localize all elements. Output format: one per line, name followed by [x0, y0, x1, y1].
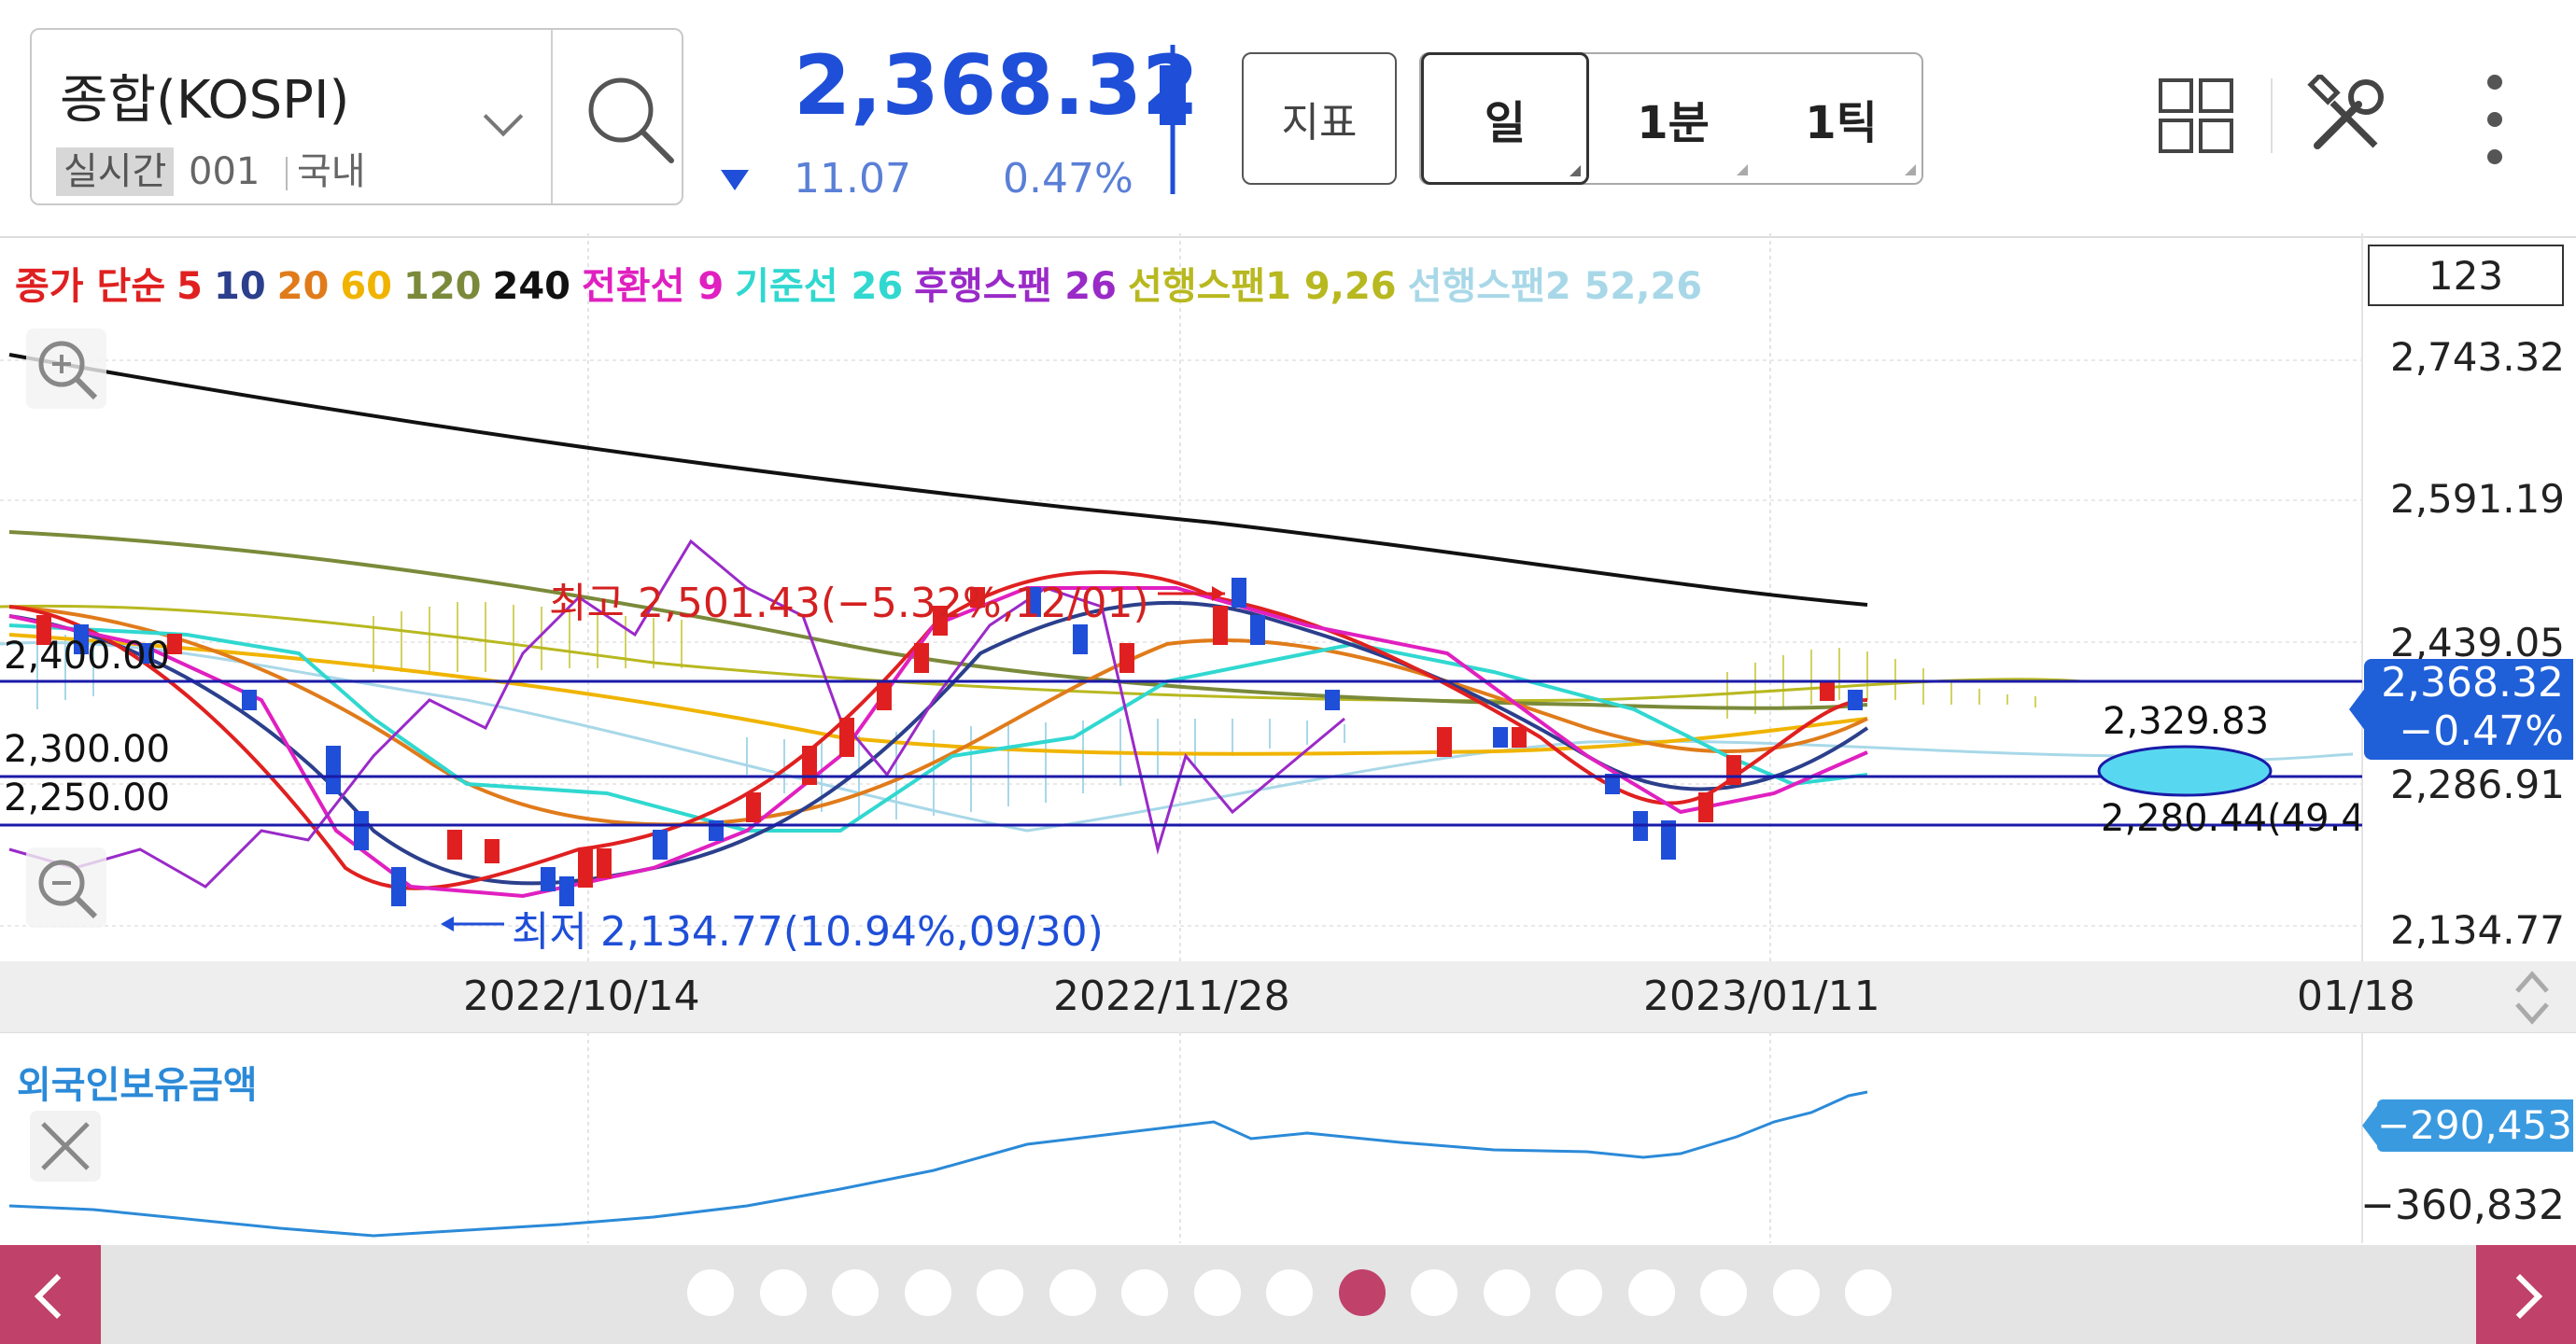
- level-label: 2,300.00: [4, 728, 171, 771]
- page-dot[interactable]: [1339, 1269, 1386, 1316]
- market-label: 국내: [297, 150, 366, 193]
- page-dot[interactable]: [1845, 1269, 1892, 1316]
- tab-1min[interactable]: 1분: [1589, 54, 1757, 183]
- y-tick-label: 2,439.05: [2389, 620, 2565, 665]
- current-price: 2,368.32: [794, 37, 1200, 133]
- close-icon[interactable]: [30, 1111, 101, 1182]
- badge-change: −0.47%: [2399, 707, 2564, 755]
- symbol-name: 종합(KOSPI): [60, 70, 350, 131]
- legend-item: 20: [276, 265, 330, 308]
- chevron-left-icon: [34, 1273, 80, 1320]
- legend-item: 5: [176, 265, 203, 308]
- current-price-badge: 2,368.32 −0.47%: [2364, 659, 2573, 760]
- legend-item: 240: [492, 265, 571, 308]
- tab-label: 1틱: [1805, 97, 1878, 149]
- legend-item: 종가 단순: [15, 265, 166, 308]
- period-tabs: 일 1분 1틱: [1419, 52, 1923, 185]
- page-dot[interactable]: [1700, 1269, 1747, 1316]
- badge-price: 2,368.32: [2381, 659, 2564, 707]
- search-icon[interactable]: [578, 67, 681, 170]
- corner-icon: [1570, 165, 1581, 176]
- y-tick-label: 2,591.19: [2389, 476, 2565, 522]
- page-dot[interactable]: [687, 1269, 734, 1316]
- legend-item: 선행스팬2 52,26: [1407, 265, 1703, 308]
- x-tick-label: 2022/11/28: [1053, 973, 1290, 1020]
- symbol-selector[interactable]: 종합(KOSPI) 실시간 001 국내: [30, 28, 683, 205]
- zoom-out-icon[interactable]: [26, 847, 106, 928]
- legend-item: 10: [213, 265, 266, 308]
- level-label: 2,400.00: [4, 635, 171, 678]
- divider: [551, 30, 553, 203]
- legend-item: 기준선 26: [735, 265, 904, 308]
- page-dot[interactable]: [1266, 1269, 1313, 1316]
- badge-notch: [2349, 687, 2366, 732]
- tab-label: 1분: [1637, 97, 1710, 149]
- x-tick-label: 2023/01/11: [1643, 973, 1880, 1020]
- subchart-min-label: −360,832: [2360, 1182, 2565, 1229]
- page-dot[interactable]: [1628, 1269, 1675, 1316]
- scroll-updown-icon[interactable]: [2513, 967, 2551, 1029]
- tab-day[interactable]: 일: [1421, 52, 1589, 185]
- page-dot[interactable]: [1555, 1269, 1602, 1316]
- y-tick-label: 2,134.77: [2389, 907, 2565, 953]
- realtime-badge: 실시간: [56, 147, 175, 196]
- page-dot[interactable]: [1194, 1269, 1241, 1316]
- down-triangle-icon: [721, 170, 749, 190]
- badge-notch: [2362, 1103, 2379, 1148]
- zoom-in-icon[interactable]: [26, 329, 106, 409]
- legend-item: 60: [340, 265, 392, 308]
- page-dot[interactable]: [832, 1269, 879, 1316]
- change-amount: 11.07: [794, 155, 911, 203]
- indicator-legend[interactable]: 종가 단순 5 10 20 60 120 240 전환선 9 기준선 26 후행스팬 26 선행스팬…: [15, 256, 1713, 310]
- mini-candle-icon: [1160, 45, 1186, 194]
- x-axis[interactable]: 2022/10/14 2022/11/28 2023/01/11 01/18: [0, 961, 2576, 1032]
- corner-icon: [1905, 164, 1916, 175]
- page-dot[interactable]: [1484, 1269, 1530, 1316]
- candle-count-box[interactable]: 123: [2368, 245, 2564, 306]
- x-tick-label: 2022/10/14: [463, 973, 700, 1020]
- tab-1tick[interactable]: 1틱: [1757, 54, 1925, 183]
- subchart-title: 외국인보유금액: [17, 1064, 258, 1107]
- y-tick-label: 2,743.32: [2389, 334, 2565, 380]
- divider: [286, 157, 288, 190]
- page-dot[interactable]: [760, 1269, 807, 1316]
- layout-grid-icon[interactable]: [2159, 78, 2233, 153]
- tab-label: 일: [1484, 97, 1527, 149]
- legend-item: 선행스팬1 9,26: [1127, 265, 1397, 308]
- page-dot[interactable]: [1049, 1269, 1096, 1316]
- page-dot[interactable]: [1411, 1269, 1457, 1316]
- legend-item: 120: [403, 265, 482, 308]
- more-vertical-icon[interactable]: [2485, 73, 2504, 166]
- page-dot[interactable]: [1773, 1269, 1820, 1316]
- low-annotation: 최저 2,134.77(10.94%,09/30): [512, 908, 1104, 956]
- chevron-right-icon: [2497, 1273, 2543, 1320]
- prev-page-button[interactable]: [0, 1245, 101, 1344]
- change-percent: 0.47%: [1003, 155, 1133, 203]
- legend-item: 전환선 9: [582, 265, 725, 308]
- forecast-lower-label: 2,280.44(49.4: [2101, 797, 2358, 840]
- chevron-down-icon[interactable]: [483, 96, 524, 137]
- divider: [2271, 78, 2273, 153]
- y-tick-label: 2,286.91: [2389, 762, 2565, 807]
- page-dot[interactable]: [1121, 1269, 1168, 1316]
- indicator-button[interactable]: 지표: [1242, 52, 1397, 185]
- x-tick-label: 01/18: [2297, 973, 2415, 1020]
- corner-icon: [1737, 164, 1748, 175]
- subchart-last-value: −290,453: [2377, 1099, 2573, 1152]
- page-dot[interactable]: [905, 1269, 951, 1316]
- symbol-code: 001: [189, 150, 260, 193]
- page-dot[interactable]: [977, 1269, 1023, 1316]
- legend-item: 후행스팬 26: [914, 265, 1117, 308]
- forecast-upper-label: 2,329.83: [2103, 700, 2270, 743]
- level-label: 2,250.00: [4, 777, 171, 819]
- high-annotation: 최고 2,501.43(−5.32%,12/01): [549, 580, 1149, 627]
- tools-icon[interactable]: [2304, 75, 2388, 159]
- foreign-holdings-chart[interactable]: [0, 1032, 2576, 1243]
- next-page-button[interactable]: [2476, 1245, 2576, 1344]
- price-chart[interactable]: [0, 233, 2576, 961]
